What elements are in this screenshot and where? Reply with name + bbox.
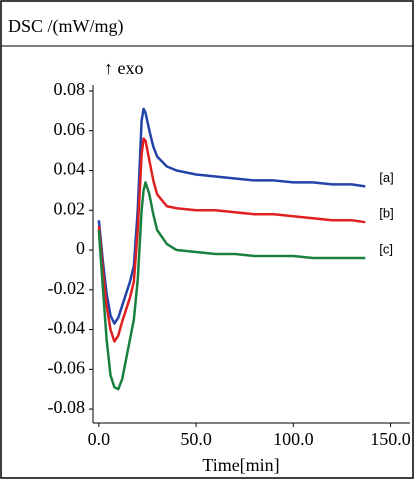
y-tick-label: -0.08 — [48, 397, 86, 417]
x-tick-label: 50.0 — [180, 429, 212, 449]
x-tick-label: 0.0 — [88, 429, 111, 449]
line-series — [97, 181, 366, 391]
x-axis-label: Time[min] — [202, 455, 279, 475]
y-tick-label: 0 — [76, 238, 85, 258]
x-tick-label: 150.0 — [370, 429, 411, 449]
chart-title: DSC /(mW/mg) — [8, 16, 124, 37]
series-label: [c] — [379, 241, 393, 256]
line-series — [97, 137, 366, 343]
y-tick-label: 0.04 — [54, 159, 86, 179]
annotation: ↑ exo — [104, 58, 144, 78]
x-tick-label: 100.0 — [273, 429, 314, 449]
y-tick-label: 0.02 — [54, 198, 86, 218]
y-tick-label: -0.04 — [48, 318, 86, 338]
y-tick-label: -0.02 — [48, 278, 86, 298]
series-label: [a] — [379, 170, 393, 185]
y-tick-label: 0.06 — [54, 119, 86, 139]
line-series — [97, 107, 366, 325]
y-tick-label: 0.08 — [54, 79, 86, 99]
y-tick-label: -0.06 — [48, 357, 86, 377]
series-label: [b] — [379, 206, 393, 221]
